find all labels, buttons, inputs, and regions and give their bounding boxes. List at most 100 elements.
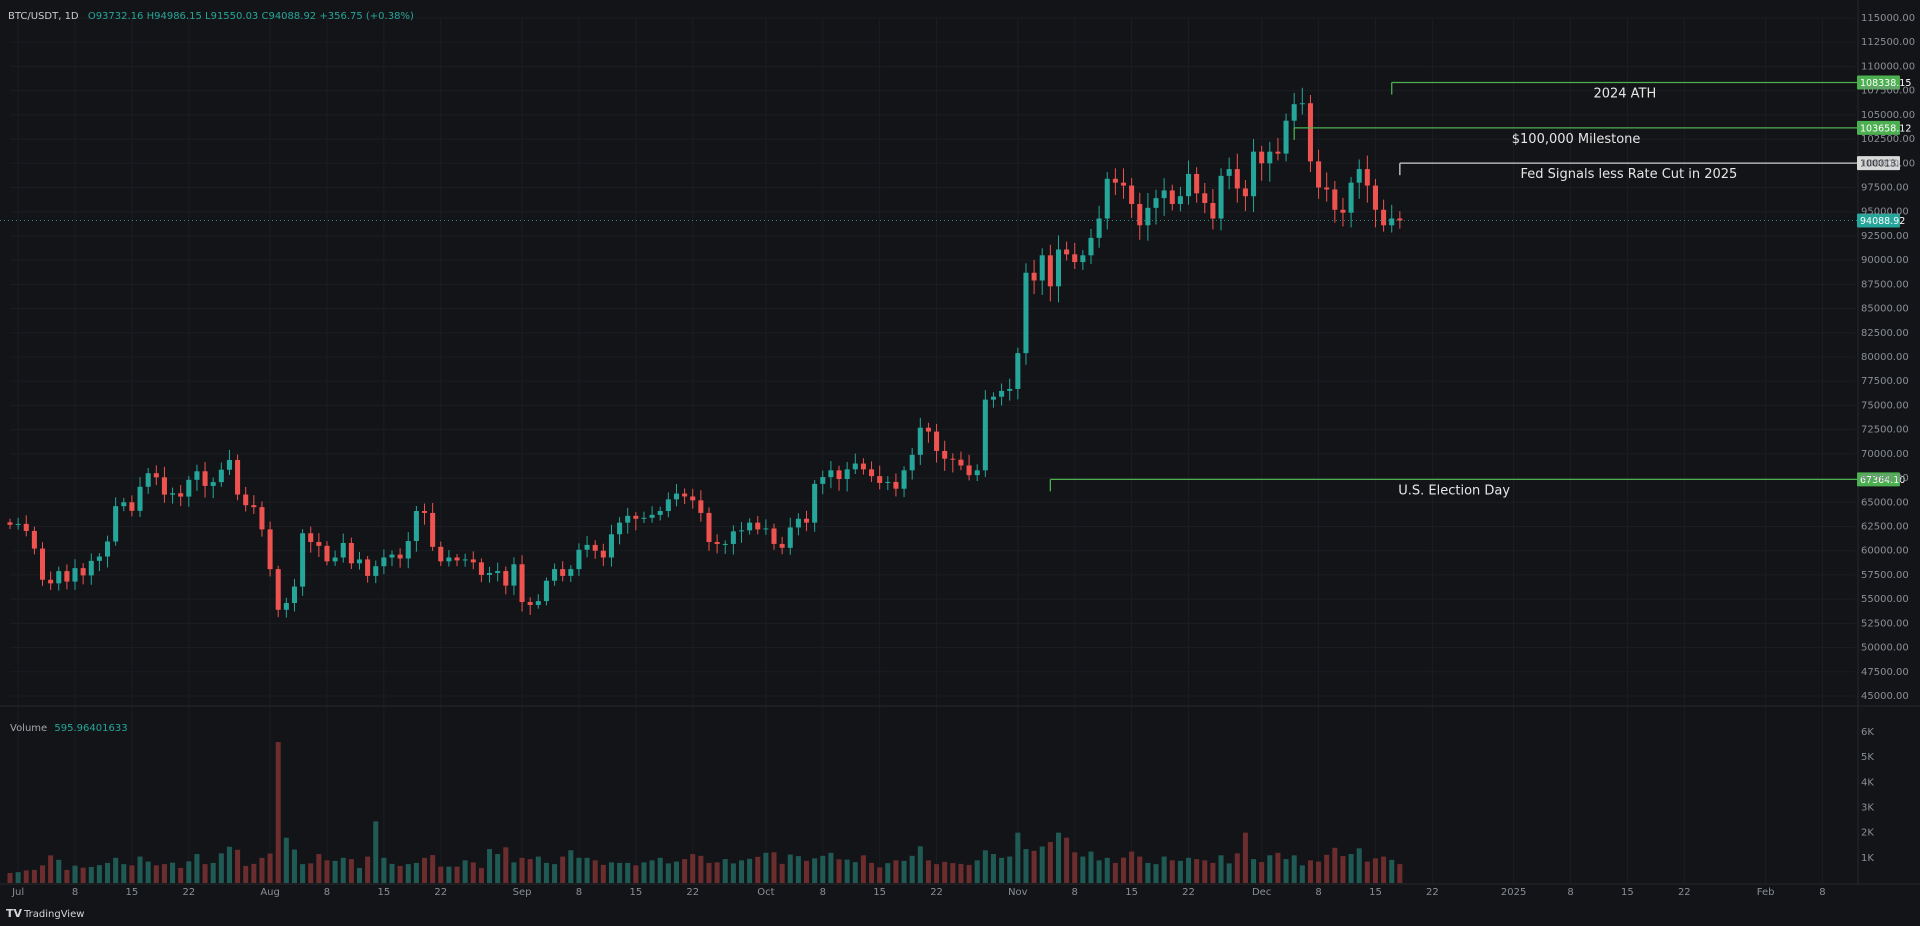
candle[interactable] bbox=[226, 449, 232, 476]
candle[interactable] bbox=[722, 540, 728, 554]
candle[interactable] bbox=[1332, 180, 1338, 223]
candle[interactable] bbox=[690, 488, 696, 509]
candle[interactable] bbox=[1153, 189, 1159, 225]
candle[interactable] bbox=[909, 448, 915, 480]
price-axis[interactable]: 45000.00 47500.00 50000.00 52500.00 55000.00… bbox=[1861, 13, 1915, 702]
candle[interactable] bbox=[446, 550, 452, 567]
candle[interactable] bbox=[747, 518, 753, 535]
candle[interactable] bbox=[1145, 193, 1151, 241]
annotation[interactable]: U.S. Election Day 67364.10 bbox=[1049, 472, 1905, 498]
candle[interactable] bbox=[56, 566, 62, 591]
candle[interactable] bbox=[917, 417, 923, 465]
candle[interactable] bbox=[714, 534, 720, 554]
candle[interactable] bbox=[1324, 172, 1330, 202]
candle[interactable] bbox=[113, 497, 119, 546]
candle[interactable] bbox=[308, 526, 314, 553]
candle[interactable] bbox=[958, 451, 964, 471]
candle[interactable] bbox=[1234, 153, 1240, 203]
candle[interactable] bbox=[706, 507, 712, 551]
candle[interactable] bbox=[828, 461, 834, 489]
candle[interactable] bbox=[1283, 113, 1289, 162]
candle[interactable] bbox=[576, 543, 582, 576]
candle[interactable] bbox=[186, 475, 192, 507]
candle[interactable] bbox=[844, 462, 850, 492]
candle[interactable] bbox=[560, 561, 566, 582]
candle[interactable] bbox=[600, 543, 606, 567]
candle[interactable] bbox=[1348, 176, 1354, 228]
candle[interactable] bbox=[1064, 241, 1070, 261]
candle[interactable] bbox=[1372, 178, 1378, 228]
candle[interactable] bbox=[942, 440, 948, 471]
candle[interactable] bbox=[633, 512, 639, 531]
volume-axis[interactable]: 1K 2K 3K 4K 5K 6K bbox=[1861, 727, 1874, 864]
candle[interactable] bbox=[15, 517, 21, 530]
candle[interactable] bbox=[275, 565, 281, 618]
time-axis[interactable]: Jul 8 15 22 Aug 8 15 22 Sep 8 15 22 Oct 8 15 22 Nov 8 15 22… bbox=[11, 887, 1826, 898]
candle[interactable] bbox=[1299, 87, 1305, 115]
candle[interactable] bbox=[1364, 155, 1370, 203]
candle[interactable] bbox=[243, 486, 249, 512]
candle[interactable] bbox=[1259, 145, 1265, 181]
candle[interactable] bbox=[877, 465, 883, 490]
candle[interactable] bbox=[72, 559, 78, 590]
candle[interactable] bbox=[860, 458, 866, 475]
volume-legend[interactable]: Volume 595.96401633 bbox=[10, 723, 128, 734]
candle[interactable] bbox=[202, 462, 208, 498]
candle[interactable] bbox=[1104, 172, 1110, 230]
candle[interactable] bbox=[1226, 157, 1232, 190]
candle[interactable] bbox=[730, 525, 736, 555]
candle[interactable] bbox=[218, 462, 224, 487]
candle[interactable] bbox=[584, 536, 590, 558]
candle[interactable] bbox=[950, 453, 956, 473]
candle[interactable] bbox=[592, 540, 598, 559]
candle[interactable] bbox=[1015, 347, 1021, 400]
candle[interactable] bbox=[1275, 137, 1281, 161]
candle[interactable] bbox=[316, 533, 322, 558]
volume-label[interactable]: Volume bbox=[10, 723, 47, 734]
candle[interactable] bbox=[39, 542, 46, 586]
candle[interactable] bbox=[348, 537, 354, 569]
candle[interactable] bbox=[267, 521, 273, 577]
candle[interactable] bbox=[1186, 160, 1192, 205]
candle[interactable] bbox=[1389, 204, 1395, 233]
candle[interactable] bbox=[1177, 186, 1183, 212]
candle[interactable] bbox=[657, 506, 663, 521]
candle[interactable] bbox=[145, 467, 151, 494]
candle[interactable] bbox=[552, 563, 558, 586]
candle[interactable] bbox=[1307, 95, 1313, 173]
tradingview-logo[interactable]: TV TradingView bbox=[6, 907, 84, 920]
candle[interactable] bbox=[673, 483, 679, 507]
candle[interactable] bbox=[283, 597, 289, 618]
candle[interactable] bbox=[251, 495, 257, 515]
candle[interactable] bbox=[332, 550, 338, 566]
candle[interactable] bbox=[1023, 263, 1029, 365]
candle[interactable] bbox=[885, 476, 891, 491]
candle[interactable] bbox=[170, 487, 176, 504]
candle[interactable] bbox=[665, 492, 671, 518]
candle[interactable] bbox=[738, 521, 745, 543]
candle[interactable] bbox=[1356, 159, 1362, 199]
candle[interactable] bbox=[495, 562, 501, 582]
candle[interactable] bbox=[682, 488, 688, 505]
candle[interactable] bbox=[1088, 228, 1094, 265]
candle[interactable] bbox=[413, 506, 419, 552]
annotation[interactable]: 2024 ATH 108338.15 bbox=[1391, 75, 1912, 102]
candle[interactable] bbox=[527, 597, 533, 615]
candle[interactable] bbox=[397, 548, 403, 568]
candle[interactable] bbox=[893, 473, 899, 497]
candle[interactable] bbox=[1047, 244, 1053, 302]
candle[interactable] bbox=[771, 523, 777, 550]
candle[interactable] bbox=[836, 465, 842, 491]
candle[interactable] bbox=[812, 479, 818, 532]
candle[interactable] bbox=[210, 477, 216, 499]
candle[interactable] bbox=[1169, 184, 1175, 211]
candle[interactable] bbox=[1291, 92, 1297, 130]
candle[interactable] bbox=[1210, 189, 1216, 230]
candle[interactable] bbox=[1072, 242, 1078, 270]
candle[interactable] bbox=[105, 535, 111, 568]
candle[interactable] bbox=[194, 464, 200, 491]
candle[interactable] bbox=[568, 565, 574, 583]
candle[interactable] bbox=[340, 533, 346, 563]
candle[interactable] bbox=[178, 484, 184, 507]
